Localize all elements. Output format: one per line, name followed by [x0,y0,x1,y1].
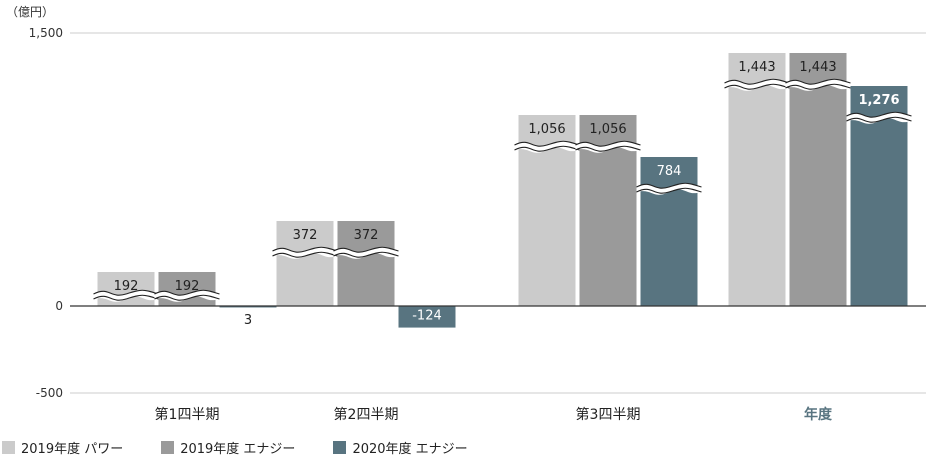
y-tick-label: 1,500 [29,26,63,40]
bar [398,306,456,328]
data-label: 1,276 [858,93,899,108]
bar [850,86,908,306]
axis-break-line [785,78,851,85]
bar [337,221,395,306]
data-label: 1,443 [738,60,775,75]
data-label: 1,443 [799,60,836,75]
axis-break-line [846,111,912,118]
bar [276,221,334,306]
legend-item-2019-energy: 2019年度 エナジー [161,438,295,457]
bar [789,53,847,306]
legend-label: 2019年度 パワー [21,441,124,457]
axis-break-line [514,145,580,152]
axis-break-line [154,294,220,301]
legend-item-2019-power: 2019年度 パワー [2,438,123,457]
bar [640,157,698,306]
x-category-label: 第3四半期 [576,406,641,423]
axis-break-line [93,289,159,296]
axis-break-line [846,116,912,123]
chart-legend: 2019年度 パワー 2019年度 エナジー 2020年度 エナジー [0,438,506,457]
data-label: 372 [354,228,379,243]
legend-item-2020-energy: 2020年度 エナジー [333,438,468,457]
axis-break-line [575,140,641,147]
axis-break-line [154,289,220,296]
data-label: 192 [114,279,139,294]
axis-break-line [724,83,790,90]
bar [158,272,216,306]
bar-chart: （億円） 1,500 0 -500 192 192 3 第1四半期 372 372 -124 第2四半… [6,5,926,423]
axis-break-line [272,246,338,253]
data-label: -124 [412,309,442,324]
x-category-label: 第2四半期 [334,406,399,423]
axis-break-line [575,145,641,152]
axis-break-line [785,83,851,90]
data-label: 372 [293,228,318,243]
axis-break-line [93,294,159,301]
legend-label: 2020年度 エナジー [352,441,468,457]
axis-break-line [724,78,790,85]
data-label: 3 [244,313,252,328]
data-label: 192 [175,279,200,294]
legend-swatch [333,440,347,454]
data-label: 1,056 [589,122,626,137]
legend-swatch [161,440,175,454]
x-category-label: 第1四半期 [155,406,220,423]
legend-label: 2019年度 エナジー [180,441,296,457]
y-tick-label: -500 [36,386,63,400]
data-label: 784 [657,164,682,179]
data-label: 1,056 [528,122,565,137]
y-axis-unit-label: （億円） [6,5,54,19]
legend-swatch [2,440,15,454]
axis-break-line [333,251,399,258]
axis-break-line [272,251,338,258]
axis-break-line [514,140,580,147]
x-category-label: 年度 [804,406,833,423]
axis-break-line [333,246,399,253]
y-tick-label: 0 [55,299,63,313]
axis-break-line [636,187,702,194]
bar [97,272,155,306]
bar [728,53,786,306]
axis-break-line [636,182,702,189]
